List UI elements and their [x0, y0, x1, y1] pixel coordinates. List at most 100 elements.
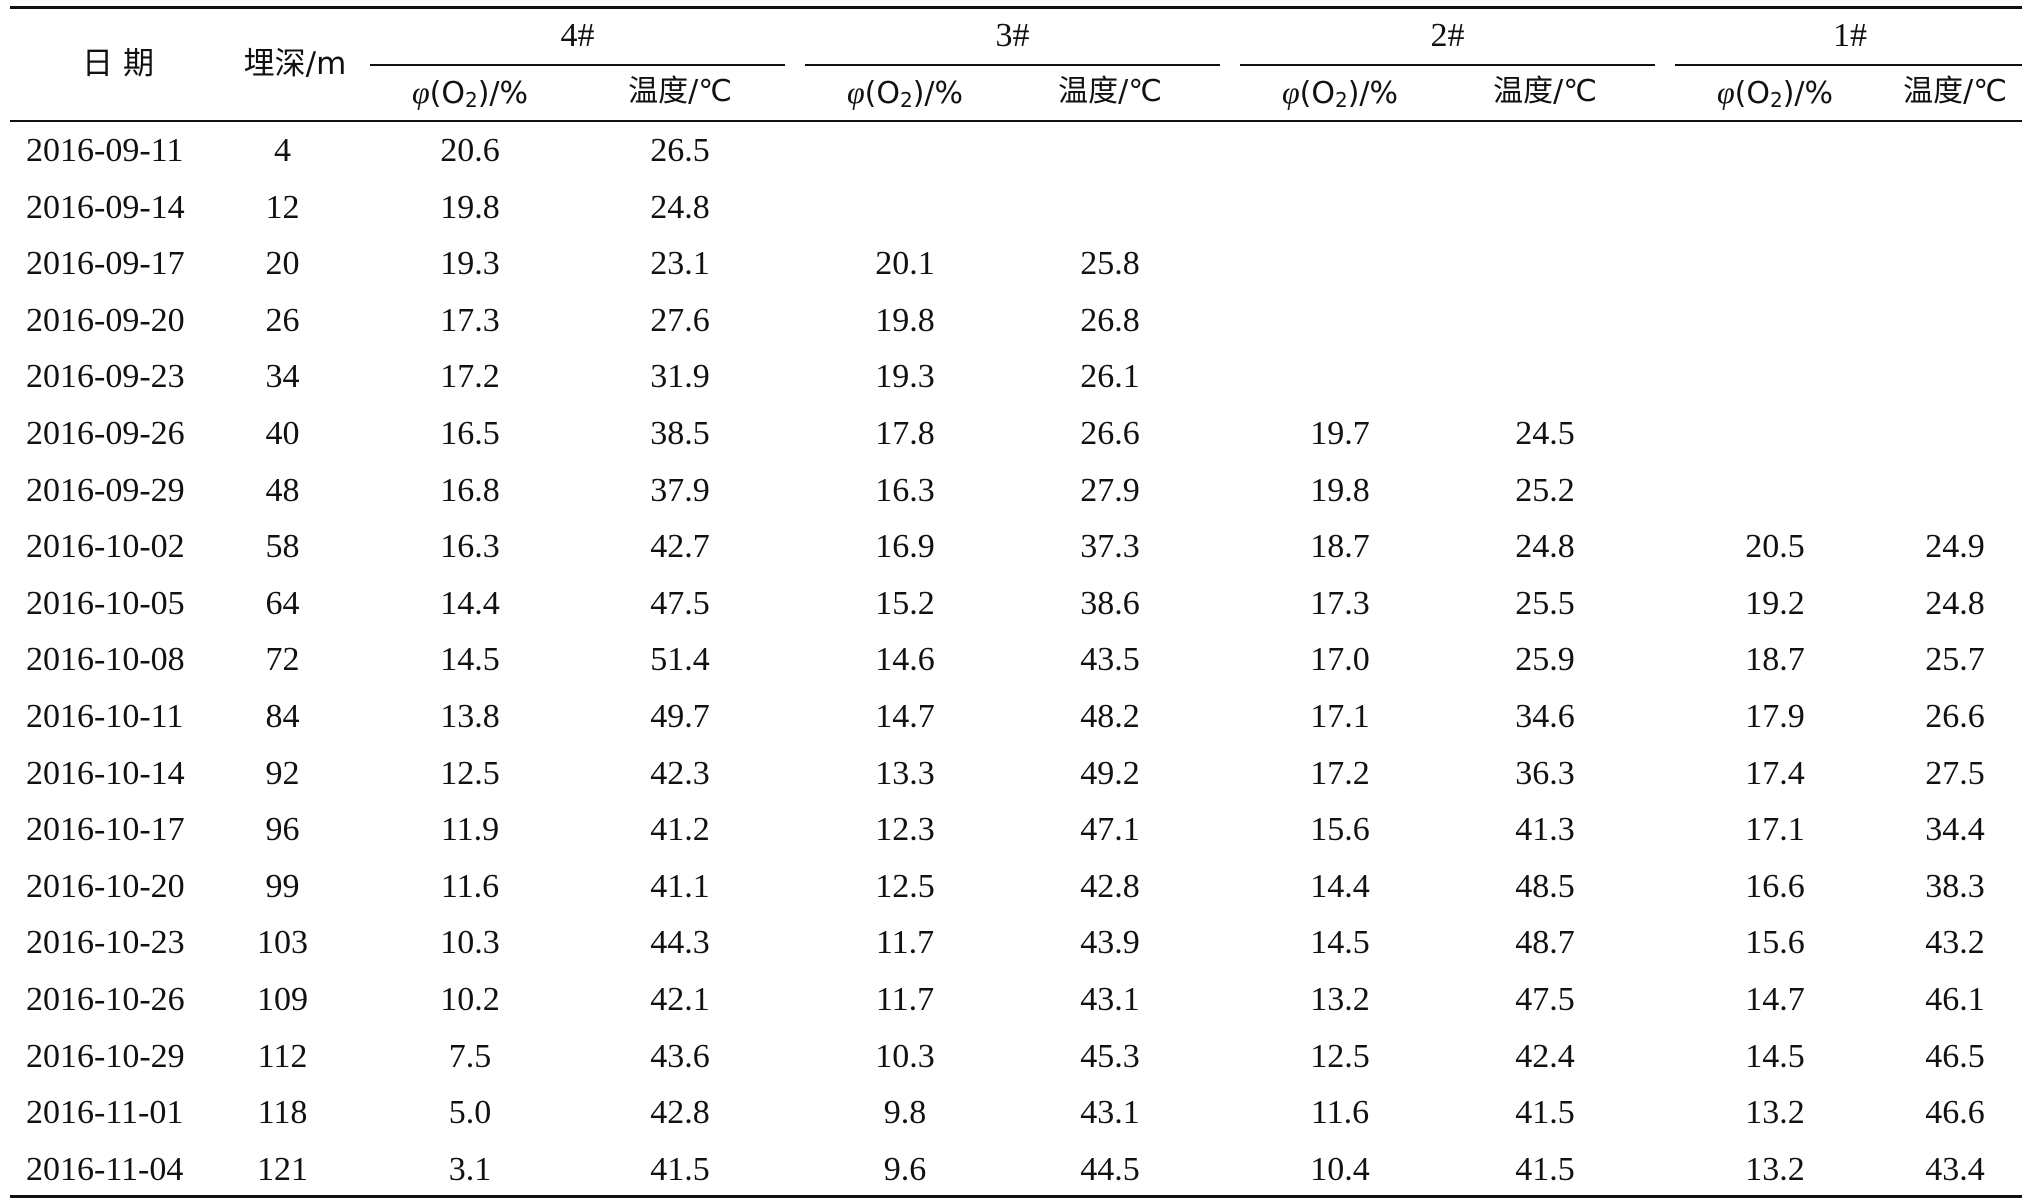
cell-o2: 17.1 — [1745, 811, 1805, 848]
cell-temp: 25.7 — [1925, 641, 1985, 678]
cell-temp: 26.1 — [1080, 358, 1140, 395]
cell-o2 — [1240, 357, 1440, 397]
header-group-2: 2# — [1430, 17, 1465, 54]
cell-temp: 23.1 — [650, 245, 710, 282]
cell-o2 — [1675, 188, 1875, 228]
cell-date: 2016-10-17 — [26, 811, 185, 848]
cell-o2: 10.3 — [875, 1038, 935, 1075]
group-rule-1 — [1675, 64, 2022, 66]
cell-depth: 109 — [257, 981, 308, 1018]
cell-depth: 72 — [265, 641, 300, 678]
cell-depth: 34 — [265, 358, 300, 395]
cell-temp: 37.9 — [650, 472, 710, 509]
header-group-3: 3# — [995, 17, 1030, 54]
cell-o2: 17.9 — [1745, 698, 1805, 735]
cell-o2: 11.6 — [440, 868, 500, 905]
cell-o2: 12.3 — [875, 811, 935, 848]
cell-temp — [1445, 301, 1645, 341]
cell-o2: 11.6 — [1310, 1094, 1370, 1131]
cell-o2 — [1675, 357, 1875, 397]
cell-date: 2016-09-20 — [26, 302, 185, 339]
cell-temp: 48.7 — [1515, 924, 1575, 961]
cell-temp: 42.3 — [650, 755, 710, 792]
cell-o2 — [1240, 244, 1440, 284]
cell-temp: 43.1 — [1080, 1094, 1140, 1131]
cell-temp: 38.3 — [1925, 868, 1985, 905]
cell-temp: 46.5 — [1925, 1038, 1985, 1075]
cell-o2: 19.3 — [440, 245, 500, 282]
cell-o2: 19.8 — [440, 189, 500, 226]
subheader-temp-group-3: 温度/℃ — [1058, 74, 1162, 109]
cell-o2: 20.1 — [875, 245, 935, 282]
cell-o2: 13.2 — [1310, 981, 1370, 1018]
subheader-temp-group-4: 温度/℃ — [628, 74, 732, 109]
group-rule-4 — [370, 64, 785, 66]
cell-temp: 41.2 — [650, 811, 710, 848]
cell-temp: 49.2 — [1080, 755, 1140, 792]
cell-o2: 19.7 — [1310, 415, 1370, 452]
cell-o2: 12.5 — [440, 755, 500, 792]
cell-o2: 15.6 — [1745, 924, 1805, 961]
cell-o2 — [1675, 131, 1875, 171]
cell-temp: 26.5 — [650, 132, 710, 169]
cell-temp: 42.7 — [650, 528, 710, 565]
header-depth: 埋深/m — [243, 46, 347, 82]
cell-o2: 16.8 — [440, 472, 500, 509]
cell-temp: 48.2 — [1080, 698, 1140, 735]
cell-temp: 46.1 — [1925, 981, 1985, 1018]
cell-temp: 25.5 — [1515, 585, 1575, 622]
cell-o2 — [805, 131, 1005, 171]
cell-temp: 34.6 — [1515, 698, 1575, 735]
cell-o2: 16.6 — [1745, 868, 1805, 905]
cell-o2: 9.8 — [883, 1094, 927, 1131]
cell-temp: 27.9 — [1080, 472, 1140, 509]
cell-temp: 42.8 — [1080, 868, 1140, 905]
cell-o2: 20.5 — [1745, 528, 1805, 565]
cell-temp: 43.5 — [1080, 641, 1140, 678]
cell-o2 — [1675, 471, 1875, 511]
cell-o2: 14.5 — [1745, 1038, 1805, 1075]
cell-o2 — [1675, 244, 1875, 284]
cell-date: 2016-09-11 — [26, 132, 184, 169]
cell-temp: 41.5 — [650, 1151, 710, 1188]
cell-temp: 36.3 — [1515, 755, 1575, 792]
cell-depth: 48 — [265, 472, 300, 509]
cell-o2: 12.5 — [1310, 1038, 1370, 1075]
cell-temp: 51.4 — [650, 641, 710, 678]
cell-o2: 3.1 — [448, 1151, 492, 1188]
cell-date: 2016-09-17 — [26, 245, 185, 282]
cell-depth: 64 — [265, 585, 300, 622]
cell-temp: 27.6 — [650, 302, 710, 339]
cell-o2: 17.4 — [1745, 755, 1805, 792]
cell-temp — [1855, 188, 2032, 228]
subheader-temp-group-1: 温度/℃ — [1903, 74, 2007, 109]
cell-temp — [1855, 357, 2032, 397]
cell-o2: 7.5 — [448, 1038, 492, 1075]
cell-o2: 17.1 — [1310, 698, 1370, 735]
cell-depth: 92 — [265, 755, 300, 792]
subheader-o2-group-4: φ(O2)/% — [411, 74, 529, 112]
cell-o2: 18.7 — [1745, 641, 1805, 678]
cell-o2: 19.2 — [1745, 585, 1805, 622]
cell-date: 2016-10-26 — [26, 981, 185, 1018]
cell-depth: 103 — [257, 924, 308, 961]
cell-o2: 14.4 — [1310, 868, 1370, 905]
header-group-1: 1# — [1833, 17, 1867, 54]
cell-date: 2016-09-23 — [26, 358, 185, 395]
cell-date: 2016-10-02 — [26, 528, 185, 565]
cell-temp: 25.9 — [1515, 641, 1575, 678]
cell-o2: 11.9 — [440, 811, 500, 848]
cell-temp: 49.7 — [650, 698, 710, 735]
cell-temp: 42.4 — [1515, 1038, 1575, 1075]
cell-o2: 14.4 — [440, 585, 500, 622]
cell-date: 2016-09-26 — [26, 415, 185, 452]
cell-o2: 19.8 — [1310, 472, 1370, 509]
cell-temp: 25.2 — [1515, 472, 1575, 509]
cell-temp: 47.1 — [1080, 811, 1140, 848]
cell-temp: 26.6 — [1925, 698, 1985, 735]
cell-o2: 16.5 — [440, 415, 500, 452]
cell-temp: 46.6 — [1925, 1094, 1985, 1131]
cell-date: 2016-11-04 — [26, 1151, 184, 1188]
cell-temp — [1855, 301, 2032, 341]
cell-o2: 20.6 — [440, 132, 500, 169]
